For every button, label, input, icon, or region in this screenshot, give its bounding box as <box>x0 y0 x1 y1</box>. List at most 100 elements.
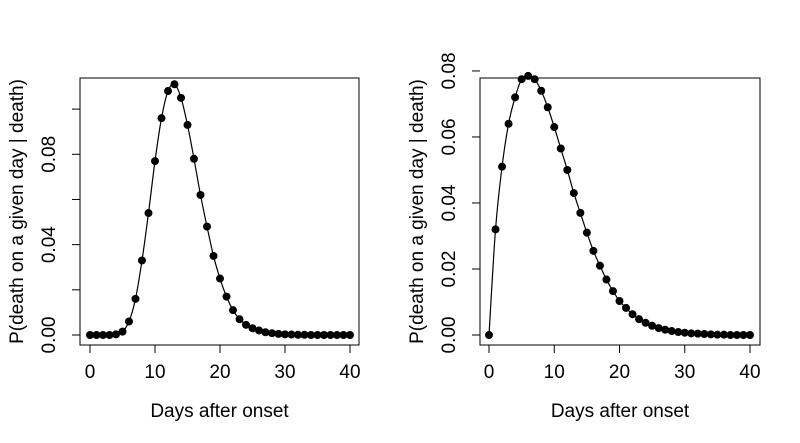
data-point <box>576 208 585 217</box>
data-point <box>118 327 127 336</box>
x-tick-label: 10 <box>144 362 165 383</box>
data-point <box>719 330 728 339</box>
data-point <box>274 329 283 338</box>
x-tick-label: 0 <box>85 362 96 383</box>
x-tick-label: 20 <box>609 362 630 383</box>
data-point <box>648 321 657 330</box>
x-tick-label: 0 <box>484 362 495 383</box>
data-point <box>498 162 507 171</box>
data-point <box>235 315 244 324</box>
data-point <box>222 292 231 301</box>
data-point <box>589 246 598 255</box>
data-point <box>615 297 624 306</box>
data-point <box>556 144 565 153</box>
data-point <box>151 157 159 166</box>
data-point <box>641 318 650 327</box>
y-tick-label: 0.00 <box>439 317 460 354</box>
data-point <box>144 209 153 218</box>
data-point <box>131 294 140 303</box>
data-point <box>281 330 289 339</box>
y-tick-label: 0.00 <box>39 317 60 354</box>
data-point <box>229 306 237 315</box>
y-tick-label: 0.04 <box>439 184 460 221</box>
data-point <box>255 326 263 335</box>
data-point <box>170 80 179 89</box>
data-point <box>99 331 107 339</box>
y-tick-label: 0.08 <box>39 136 60 173</box>
x-tick-label: 40 <box>739 362 760 383</box>
data-point <box>294 330 302 339</box>
data-point <box>582 228 591 237</box>
y-axis-label: P(death on a given day | death) <box>407 79 428 344</box>
data-point <box>86 331 94 339</box>
data-point <box>700 330 709 339</box>
x-tick-label: 20 <box>209 362 230 383</box>
data-point <box>713 330 722 339</box>
y-tick-label: 0.02 <box>439 250 460 287</box>
series-line <box>488 75 750 336</box>
chart-right: 0 10 20 30 40 0.00 0.02 0.04 0.06 0.08 Days after … <box>407 52 761 422</box>
data-point <box>333 331 341 339</box>
x-axis-label: Days after onset <box>150 401 289 422</box>
data-point <box>602 275 611 284</box>
data-point <box>300 330 309 339</box>
data-point <box>706 330 715 339</box>
data-point <box>635 315 644 324</box>
data-point <box>248 324 257 333</box>
data-point <box>517 75 526 84</box>
data-point <box>524 71 533 80</box>
x-tick-label: 30 <box>674 362 695 383</box>
data-point <box>550 123 559 132</box>
data-point <box>177 93 185 102</box>
plot-frame <box>79 77 360 346</box>
data-point <box>326 331 335 339</box>
data-point <box>537 86 546 95</box>
data-point <box>242 320 250 329</box>
data-point <box>687 329 696 338</box>
data-point <box>726 331 735 339</box>
data-point <box>157 114 166 123</box>
data-point <box>287 330 296 339</box>
data-point <box>661 325 670 334</box>
data-point <box>183 120 192 129</box>
data-point <box>125 317 133 326</box>
data-point <box>261 328 270 337</box>
data-point <box>511 93 520 102</box>
data-point <box>628 310 637 319</box>
y-tick-label: 0.08 <box>439 52 460 89</box>
data-point <box>530 75 539 84</box>
data-point <box>313 331 322 339</box>
data-point <box>190 154 198 163</box>
data-point <box>491 225 500 234</box>
data-point <box>339 331 348 339</box>
data-point <box>196 190 205 199</box>
data-point <box>105 331 114 339</box>
data-point <box>504 119 513 128</box>
y-tick-label: 0.06 <box>439 118 460 155</box>
data-point <box>674 328 683 337</box>
data-point <box>746 331 754 339</box>
x-axis-label: Days after onset <box>551 401 690 422</box>
data-point <box>138 256 146 265</box>
data-point <box>595 261 604 270</box>
data-point <box>654 324 663 333</box>
y-axis-label: P(death on a given day | death) <box>7 79 28 344</box>
data-point <box>732 331 741 339</box>
data-point <box>268 329 276 338</box>
series-line <box>90 83 350 336</box>
data-point <box>667 327 676 336</box>
data-point <box>216 274 224 283</box>
data-point <box>693 329 702 338</box>
data-point <box>608 287 617 296</box>
data-point <box>164 87 172 96</box>
data-point <box>485 331 493 339</box>
data-point <box>622 303 631 312</box>
data-point <box>320 331 328 339</box>
data-point <box>112 330 120 339</box>
chart-left: 0 10 20 30 40 0.00 0.04 0.08 Days after onset P(d… <box>7 77 361 422</box>
data-point <box>569 189 578 198</box>
y-tick-label: 0.04 <box>39 226 60 263</box>
data-point <box>739 331 748 339</box>
data-point <box>543 103 552 112</box>
data-point <box>203 222 211 231</box>
